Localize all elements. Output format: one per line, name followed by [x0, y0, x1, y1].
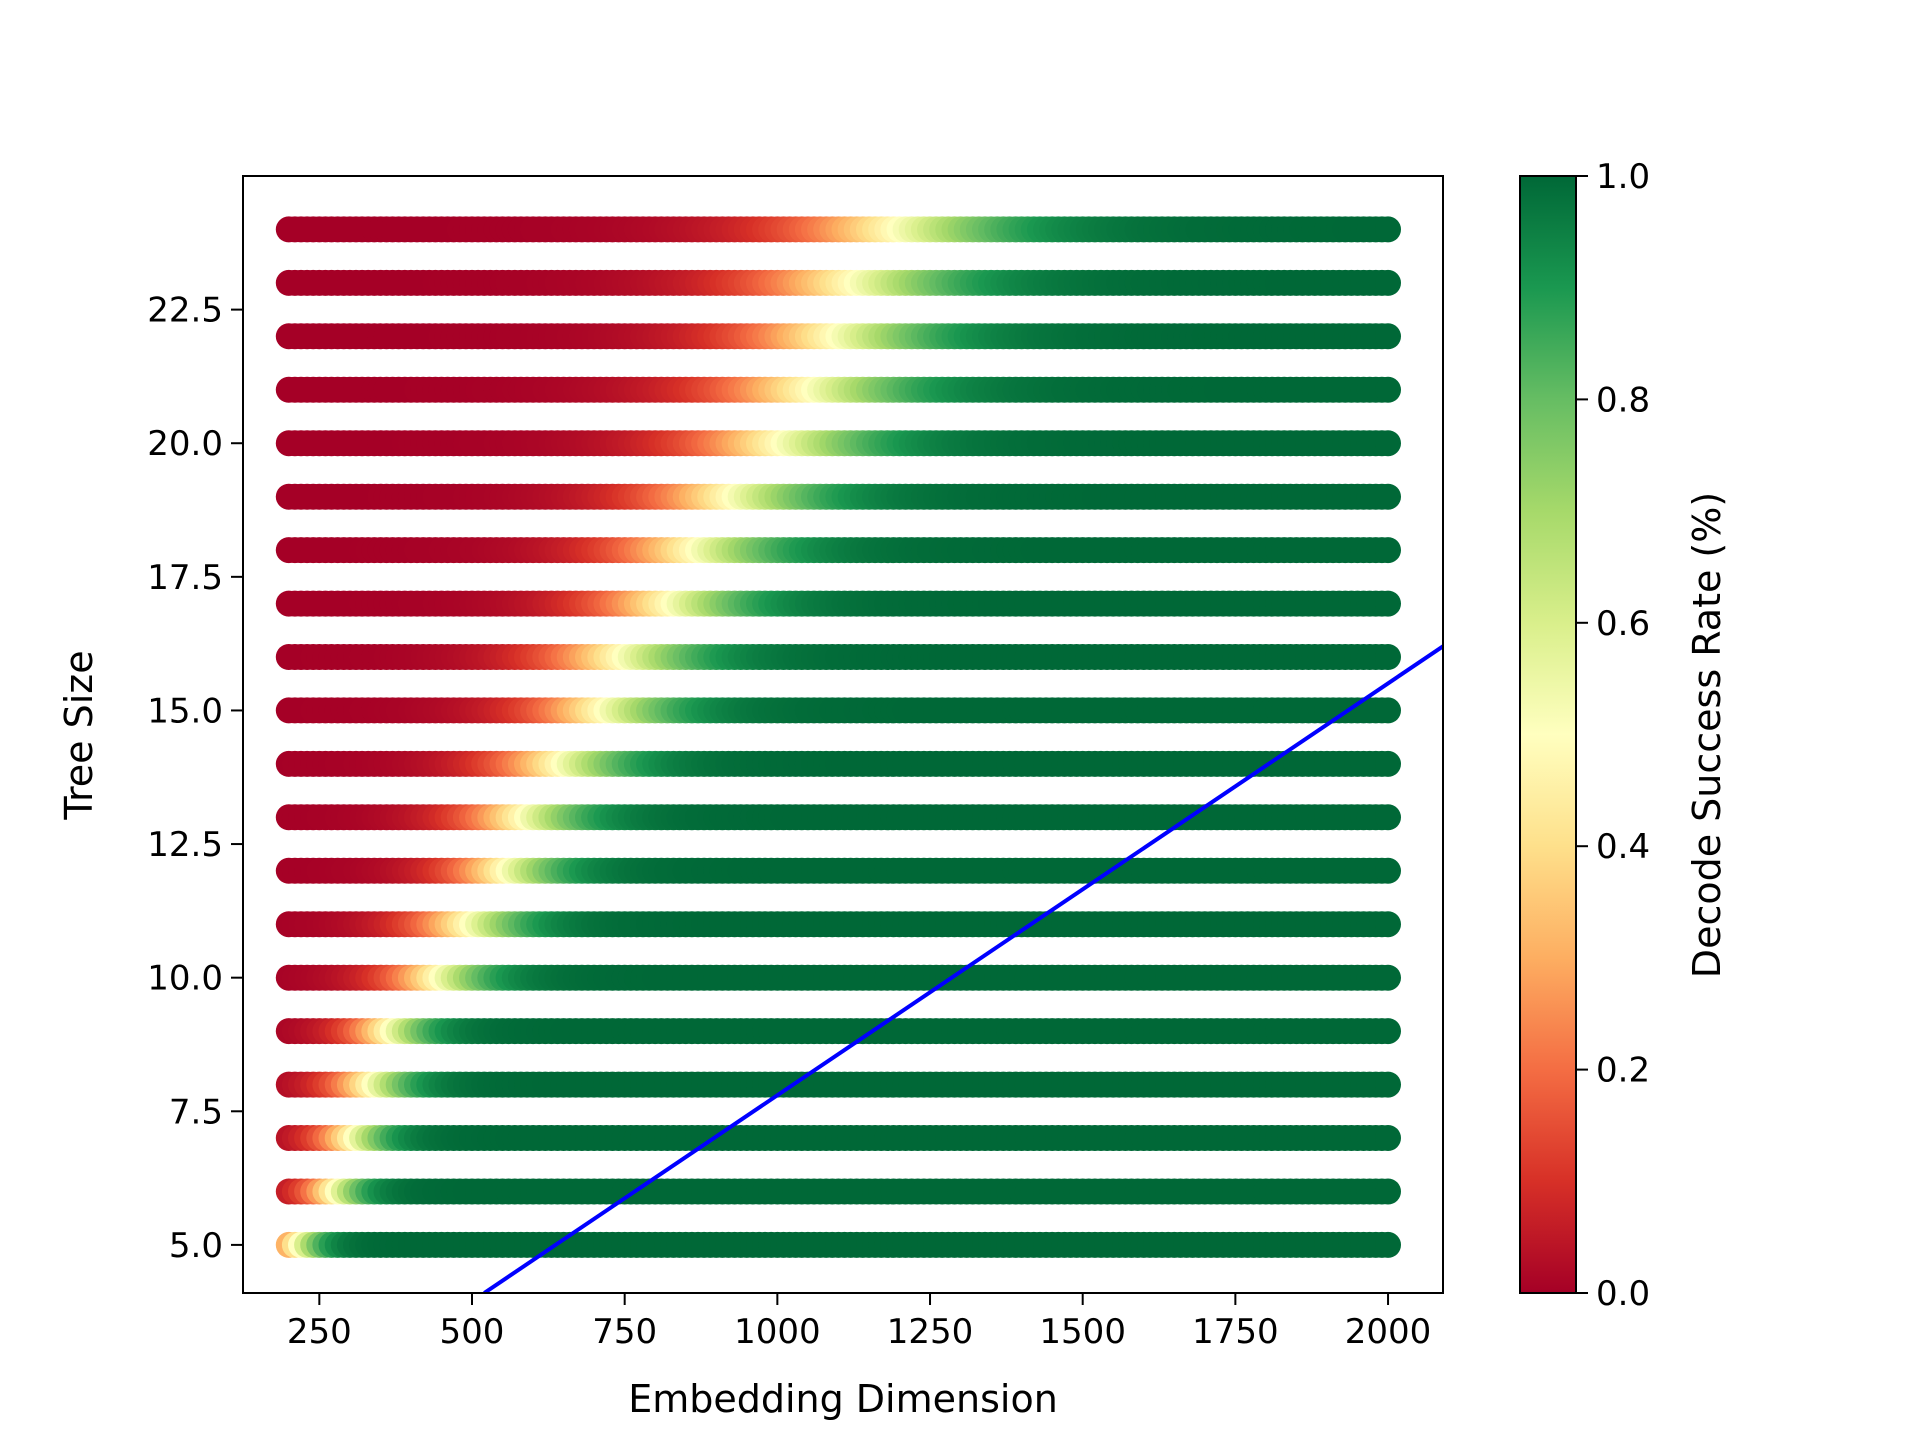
y-axis: 5.0 7.5 10.0 12.5 15.0 17.5 20.0 22.5 — [147, 291, 243, 1266]
x-tick-label: 500 — [440, 1312, 505, 1352]
x-tick-label: 1500 — [1039, 1312, 1126, 1352]
x-tick-label: 1750 — [1192, 1312, 1279, 1352]
colorbar-tick-label: 1.0 — [1596, 157, 1650, 197]
scatter-point — [1375, 1018, 1401, 1045]
scatter-point — [1375, 1231, 1401, 1258]
colorbar-tick-label: 0.6 — [1596, 604, 1650, 644]
colorbar — [1519, 175, 1577, 1294]
scatter-point — [1375, 697, 1401, 724]
x-tick-label: 250 — [287, 1312, 352, 1352]
y-axis-label: Tree Size — [57, 650, 101, 820]
scatter-point — [1375, 964, 1401, 991]
scatter-point — [1375, 269, 1401, 296]
y-tick-label: 12.5 — [147, 825, 223, 865]
scatter-point — [1375, 857, 1401, 884]
scatter-point — [1375, 323, 1401, 350]
scatter-point — [1375, 537, 1401, 564]
colorbar-tick-label: 0.0 — [1596, 1274, 1650, 1314]
y-tick-label: 15.0 — [147, 691, 223, 731]
x-tick-label: 2000 — [1345, 1312, 1432, 1352]
trend-line — [483, 644, 1443, 1293]
scatter-point — [1375, 750, 1401, 777]
x-axis: 250 500 750 1000 1250 1500 1750 2000 — [287, 1293, 1431, 1352]
y-tick-label: 22.5 — [147, 291, 223, 331]
colorbar-label: Decode Success Rate (%) — [1685, 492, 1729, 978]
scatter-point — [1375, 644, 1401, 670]
scatter-point — [1375, 216, 1401, 243]
y-tick-label: 10.0 — [147, 959, 223, 999]
x-tick-label: 1250 — [887, 1312, 974, 1352]
scatter-point — [1375, 804, 1401, 831]
scatter-point — [1375, 1178, 1401, 1205]
y-tick-label: 7.5 — [169, 1092, 223, 1132]
scatter-points — [275, 216, 1401, 1258]
colorbar-axis: 0.0 0.2 0.4 0.6 0.8 1.0 — [1576, 157, 1650, 1314]
scatter-point — [1375, 483, 1401, 510]
y-tick-label: 5.0 — [169, 1226, 223, 1266]
y-tick-label: 20.0 — [147, 424, 223, 464]
colorbar-tick-label: 0.4 — [1596, 827, 1650, 867]
x-axis-label: Embedding Dimension — [628, 1377, 1058, 1421]
scatter-point — [1375, 590, 1401, 617]
scatter-point — [1375, 911, 1401, 938]
plot-frame — [242, 175, 1444, 1294]
scatter-point — [1375, 430, 1401, 457]
x-tick-label: 750 — [592, 1312, 657, 1352]
colorbar-tick-label: 0.8 — [1596, 380, 1650, 420]
scatter-point — [1375, 1071, 1401, 1098]
scatter-point — [1375, 376, 1401, 403]
y-tick-label: 17.5 — [147, 558, 223, 598]
colorbar-tick-label: 0.2 — [1596, 1051, 1650, 1091]
x-tick-label: 1000 — [734, 1312, 821, 1352]
fit-line-layer — [483, 644, 1443, 1293]
scatter-point — [1375, 1125, 1401, 1151]
